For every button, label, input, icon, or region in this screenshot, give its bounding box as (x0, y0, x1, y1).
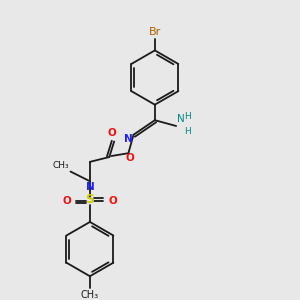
Text: O: O (63, 196, 71, 206)
Text: H: H (184, 127, 191, 136)
Text: N: N (85, 182, 94, 192)
Text: O: O (108, 196, 117, 206)
Text: H: H (184, 112, 191, 121)
Text: O: O (108, 128, 117, 138)
Text: S: S (85, 193, 94, 206)
Text: O: O (125, 153, 134, 163)
Text: CH₃: CH₃ (81, 290, 99, 300)
Text: CH₃: CH₃ (53, 160, 70, 169)
Text: N: N (177, 114, 185, 124)
Text: N: N (124, 134, 133, 144)
Text: Br: Br (149, 27, 161, 37)
